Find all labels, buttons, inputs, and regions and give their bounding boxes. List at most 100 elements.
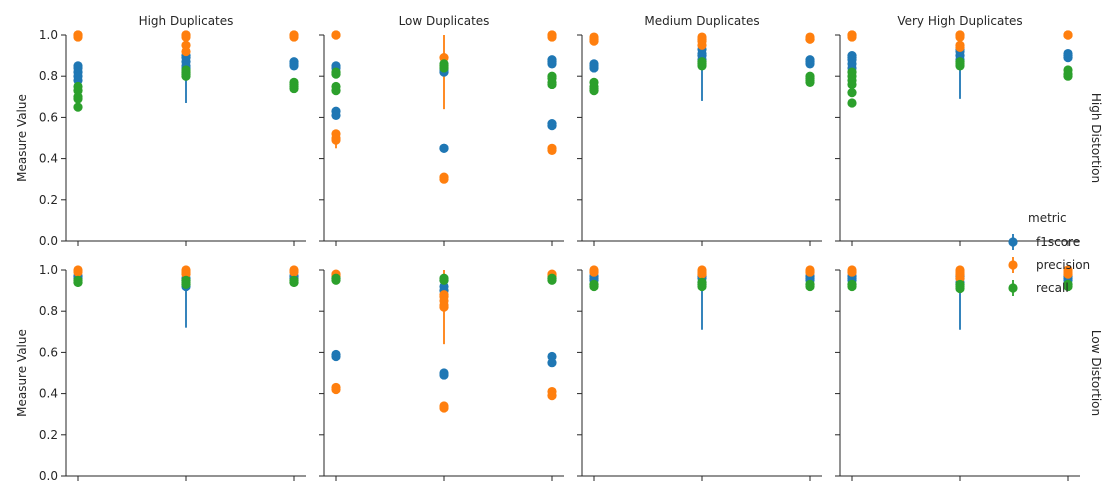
- facet-panel: Low Duplicates: [319, 14, 564, 246]
- row-title: High Distortion: [1089, 93, 1103, 183]
- legend-label: f1score: [1036, 235, 1080, 249]
- data-point-recall: [1063, 71, 1073, 81]
- panels-layer: 0.0 0.2 0.4 0.6 0.8 1.0 High Duplicates Measure…: [15, 14, 1103, 483]
- y-tick-label: 0.4: [39, 152, 58, 166]
- data-point-f1score: [289, 61, 299, 71]
- data-point-recall: [805, 77, 815, 87]
- data-point-precision: [589, 267, 599, 277]
- data-point-precision: [439, 302, 449, 312]
- data-point-recall: [589, 86, 599, 96]
- y-tick-label: 0.0: [39, 469, 58, 483]
- data-point-precision: [73, 267, 83, 277]
- data-point-f1score: [589, 63, 599, 73]
- data-point-precision: [697, 40, 707, 50]
- y-tick-label: 0.4: [39, 387, 58, 401]
- data-point-precision: [331, 135, 341, 145]
- data-point-f1score: [439, 370, 449, 380]
- data-point-recall: [73, 102, 83, 112]
- data-point-precision: [331, 384, 341, 395]
- y-tick-label: 1.0: [39, 28, 58, 42]
- data-point-recall: [847, 79, 857, 90]
- row-title: Low Distortion: [1089, 330, 1103, 416]
- data-point-f1score: [331, 351, 341, 362]
- data-point-precision: [289, 267, 299, 277]
- data-point-recall: [331, 86, 341, 96]
- data-point-recall: [331, 275, 341, 285]
- data-point-recall: [589, 281, 599, 292]
- data-point-recall: [73, 94, 83, 104]
- legend: metric f1score precision recall: [1008, 211, 1090, 296]
- legend-marker: [1008, 260, 1018, 270]
- data-point-recall: [181, 71, 191, 81]
- column-title: Medium Duplicates: [644, 14, 759, 28]
- legend-label: recall: [1036, 281, 1069, 295]
- data-point-precision: [331, 30, 341, 40]
- data-point-precision: [805, 34, 815, 44]
- data-point-precision: [955, 42, 965, 52]
- y-tick-label: 0.8: [39, 304, 58, 318]
- data-point-precision: [697, 269, 707, 279]
- data-point-precision: [181, 32, 191, 42]
- data-point-precision: [847, 267, 857, 277]
- data-point-recall: [547, 79, 557, 90]
- data-point-precision: [547, 145, 557, 155]
- data-point-recall: [181, 279, 191, 290]
- y-tick-label: 1.0: [39, 263, 58, 277]
- data-point-recall: [289, 277, 299, 287]
- data-point-recall: [547, 275, 557, 285]
- data-point-f1score: [547, 59, 557, 69]
- column-title: Very High Duplicates: [897, 14, 1022, 28]
- y-tick-label: 0.2: [39, 193, 58, 207]
- data-point-precision: [439, 403, 449, 413]
- data-point-recall: [697, 61, 707, 71]
- facet-panel: [319, 269, 564, 481]
- data-point-f1score: [439, 143, 449, 153]
- data-point-recall: [955, 283, 965, 294]
- data-point-precision: [847, 32, 857, 42]
- y-axis-label: Measure Value: [15, 329, 29, 417]
- y-tick-label: 0.8: [39, 69, 58, 83]
- data-point-f1score: [331, 110, 341, 120]
- legend-marker: [1008, 283, 1018, 293]
- data-point-recall: [847, 88, 857, 98]
- data-point-recall: [847, 281, 857, 292]
- data-point-precision: [439, 174, 449, 184]
- data-point-recall: [697, 281, 707, 292]
- y-tick-label: 0.0: [39, 234, 58, 248]
- data-point-recall: [331, 69, 341, 79]
- data-point-recall: [439, 275, 449, 285]
- data-point-recall: [439, 63, 449, 73]
- data-point-precision: [289, 32, 299, 42]
- data-point-f1score: [805, 59, 815, 69]
- data-point-precision: [547, 391, 557, 401]
- data-point-precision: [1063, 30, 1073, 40]
- data-point-precision: [181, 46, 191, 57]
- column-title: Low Duplicates: [399, 14, 490, 28]
- data-point-recall: [955, 61, 965, 71]
- data-point-precision: [589, 36, 599, 46]
- legend-label: precision: [1036, 258, 1090, 272]
- data-point-f1score: [73, 63, 83, 73]
- data-point-f1score: [547, 121, 557, 131]
- data-point-recall: [805, 281, 815, 292]
- legend-items: f1score precision recall: [1008, 234, 1090, 296]
- data-point-f1score: [547, 358, 557, 368]
- data-point-recall: [73, 277, 83, 287]
- legend-marker: [1008, 237, 1018, 247]
- column-title: High Duplicates: [139, 14, 234, 28]
- data-point-precision: [805, 267, 815, 277]
- y-tick-label: 0.2: [39, 428, 58, 442]
- data-point-precision: [73, 32, 83, 42]
- y-tick-label: 0.6: [39, 110, 58, 124]
- facet-panel: Low Distortion: [835, 265, 1103, 481]
- facet-panel: 0.0 0.2 0.4 0.6 0.8 1.0 High Duplicates Measure…: [15, 14, 306, 248]
- facet-panel: 0.0 0.2 0.4 0.6 0.8 1.0 Measure Value: [15, 263, 306, 483]
- facet-panel: [577, 265, 822, 481]
- y-axis-label: Measure Value: [15, 94, 29, 182]
- data-point-precision: [955, 32, 965, 42]
- data-point-f1score: [1063, 53, 1073, 63]
- facet-panel: Very High Duplicates High Distortion: [835, 14, 1103, 246]
- data-point-precision: [1063, 269, 1073, 279]
- legend-title: metric: [1028, 211, 1067, 225]
